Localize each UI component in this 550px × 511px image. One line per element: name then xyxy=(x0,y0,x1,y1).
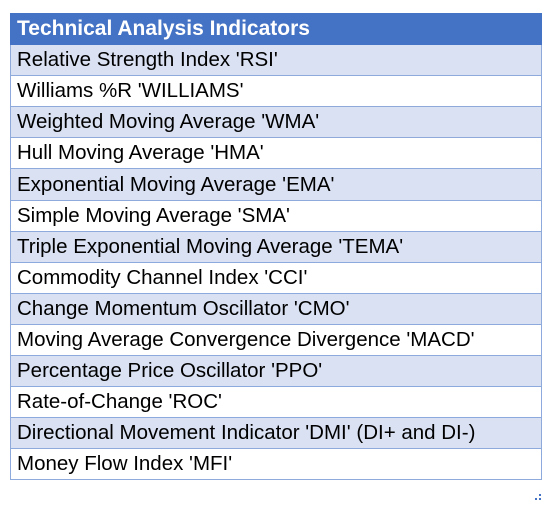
resize-dot xyxy=(539,494,541,496)
indicator-cell-macd[interactable]: Moving Average Convergence Divergence 'M… xyxy=(10,323,542,357)
table-row: Williams %R 'WILLIAMS' xyxy=(10,75,542,108)
indicator-cell-ppo[interactable]: Percentage Price Oscillator 'PPO' xyxy=(10,355,542,388)
indicator-cell-ema[interactable]: Exponential Moving Average 'EMA' xyxy=(10,168,542,201)
indicator-cell-rsi[interactable]: Relative Strength Index 'RSI' xyxy=(10,44,542,77)
table-row: Change Momentum Oscillator 'CMO' xyxy=(10,292,542,325)
table-header-row: Technical Analysis Indicators xyxy=(10,12,542,46)
table-resize-handle-icon[interactable] xyxy=(535,494,541,500)
table-row: Hull Moving Average 'HMA' xyxy=(10,137,542,170)
table-row: Money Flow Index 'MFI' xyxy=(10,448,542,481)
table-row: Directional Movement Indicator 'DMI' (DI… xyxy=(10,417,542,450)
indicator-cell-hma[interactable]: Hull Moving Average 'HMA' xyxy=(10,137,542,170)
indicator-cell-sma[interactable]: Simple Moving Average 'SMA' xyxy=(10,199,542,232)
indicator-cell-williams[interactable]: Williams %R 'WILLIAMS' xyxy=(10,75,542,108)
resize-dot xyxy=(535,498,537,500)
table-row: Triple Exponential Moving Average 'TEMA' xyxy=(10,230,542,263)
table-header-cell: Technical Analysis Indicators xyxy=(10,12,542,46)
indicator-cell-cmo[interactable]: Change Momentum Oscillator 'CMO' xyxy=(10,292,542,325)
table-row: Rate-of-Change 'ROC' xyxy=(10,386,542,419)
table-row: Percentage Price Oscillator 'PPO' xyxy=(10,355,542,388)
indicators-table: Technical Analysis Indicators Relative S… xyxy=(10,12,542,481)
table-row: Simple Moving Average 'SMA' xyxy=(10,199,542,232)
indicator-cell-wma[interactable]: Weighted Moving Average 'WMA' xyxy=(10,106,542,139)
table-row: Exponential Moving Average 'EMA' xyxy=(10,168,542,201)
indicator-cell-mfi[interactable]: Money Flow Index 'MFI' xyxy=(10,448,542,481)
table-row: Weighted Moving Average 'WMA' xyxy=(10,106,542,139)
table-row: Commodity Channel Index 'CCI' xyxy=(10,261,542,294)
indicator-cell-cci[interactable]: Commodity Channel Index 'CCI' xyxy=(10,261,542,294)
resize-dot xyxy=(539,498,541,500)
table-row: Relative Strength Index 'RSI' xyxy=(10,44,542,77)
indicator-cell-dmi[interactable]: Directional Movement Indicator 'DMI' (DI… xyxy=(10,417,542,450)
indicator-cell-roc[interactable]: Rate-of-Change 'ROC' xyxy=(10,386,542,419)
table-row: Moving Average Convergence Divergence 'M… xyxy=(10,323,542,357)
indicator-cell-tema[interactable]: Triple Exponential Moving Average 'TEMA' xyxy=(10,230,542,263)
